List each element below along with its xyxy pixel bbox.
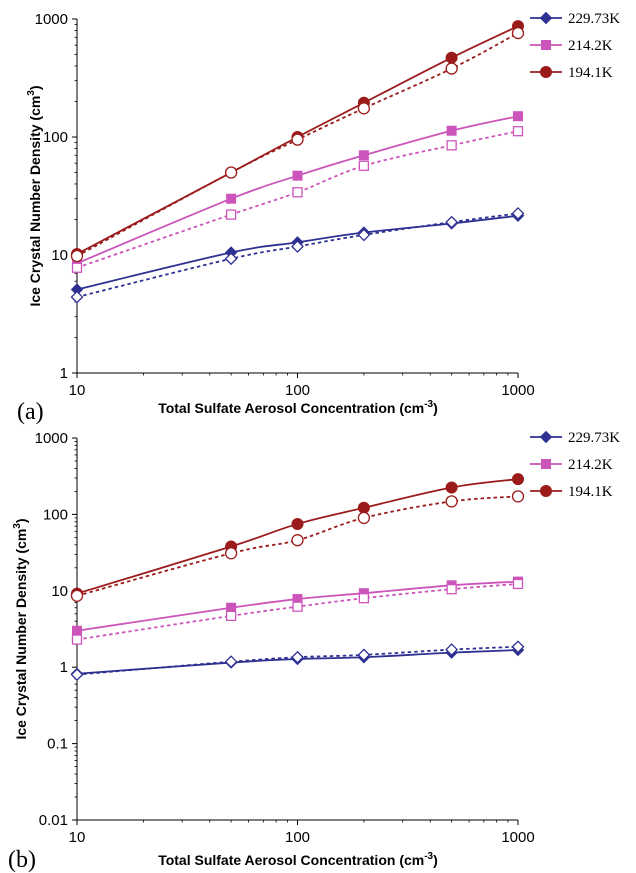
legend-label: 229.73K <box>568 430 620 446</box>
y-tick-label: 10 <box>51 583 68 600</box>
data-point <box>70 290 84 304</box>
data-point <box>70 668 84 682</box>
data-point <box>291 133 304 146</box>
series-line-5 <box>76 495 519 597</box>
legend-item: 229.73K <box>530 430 620 446</box>
data-point <box>511 26 525 40</box>
legend-label: 229.73K <box>568 11 620 27</box>
series-line-1 <box>76 645 519 676</box>
data-point <box>445 495 458 508</box>
data-point <box>291 517 304 530</box>
x-tick-label: 1000 <box>501 382 534 399</box>
data-point <box>358 160 370 171</box>
data-point <box>445 215 459 229</box>
data-point <box>291 534 304 547</box>
legend-marker <box>540 485 552 497</box>
data-point <box>224 547 238 560</box>
x-axis-title: Total Sulfate Aerosol Concentration (cm-… <box>158 851 438 868</box>
y-tick-label: 100 <box>43 129 68 146</box>
data-point <box>70 249 84 263</box>
data-point <box>357 228 371 242</box>
data-point <box>512 126 524 137</box>
y-tick-label: 0.1 <box>47 736 68 753</box>
data-point <box>224 252 238 266</box>
data-point <box>357 648 371 662</box>
legend-marker <box>541 459 551 469</box>
legend-label: 194.1K <box>568 65 613 81</box>
data-point <box>224 166 238 179</box>
x-tick-label: 10 <box>69 382 86 399</box>
legend-marker <box>541 40 551 50</box>
data-point <box>358 150 369 161</box>
data-point <box>357 501 370 514</box>
x-tick-label: 1000 <box>501 829 534 846</box>
data-point <box>446 125 457 136</box>
data-point <box>292 170 303 181</box>
data-point <box>511 490 525 503</box>
legend-marker <box>539 430 553 444</box>
legend-item: 194.1K <box>530 484 613 500</box>
series-line-3 <box>76 130 519 269</box>
x-tick-label: 10 <box>69 829 86 846</box>
x-tick-label: 100 <box>285 382 310 399</box>
data-point <box>291 240 304 253</box>
data-point <box>357 102 371 115</box>
y-tick-label: 1 <box>60 659 68 676</box>
data-point <box>445 643 459 657</box>
y-tick-label: 1000 <box>35 11 68 28</box>
data-point <box>445 481 458 494</box>
data-point <box>226 193 237 204</box>
data-point <box>511 207 525 220</box>
data-point <box>225 209 237 220</box>
y-tick-label: 0.01 <box>39 812 68 829</box>
series-line-1 <box>76 212 519 298</box>
y-tick-label: 100 <box>43 506 68 523</box>
data-point <box>513 111 523 122</box>
chart-panel-b: 0.01 0.1 1 10 100 1000 10 100 1000 229.73K 214.2K 1… <box>8 430 620 873</box>
data-point <box>70 589 84 602</box>
panel-label: (b) <box>8 847 36 873</box>
legend-label: 214.2K <box>568 457 613 473</box>
legend-item: 214.2K <box>530 38 613 54</box>
y-tick-label: 10 <box>51 247 68 264</box>
x-tick-label: 100 <box>285 829 310 846</box>
data-point <box>446 140 457 151</box>
y-tick-label: 1 <box>60 365 68 382</box>
y-axis-title: Ice Crystal Number Density (cm3) <box>26 85 43 306</box>
data-point <box>71 634 83 645</box>
data-point <box>511 640 525 654</box>
data-point <box>292 601 303 612</box>
y-tick-label: 1000 <box>35 430 68 447</box>
data-point <box>512 578 524 590</box>
legend-item: 214.2K <box>530 457 613 473</box>
data-point <box>72 625 82 636</box>
data-point <box>446 584 457 595</box>
data-point <box>292 187 303 198</box>
data-point <box>225 610 237 622</box>
x-axis-title: Total Sulfate Aerosol Concentration (cm-… <box>158 399 438 416</box>
legend-label: 194.1K <box>568 484 613 500</box>
data-point <box>291 650 304 664</box>
data-point <box>357 511 371 525</box>
legend-item: 229.73K <box>530 11 620 27</box>
legend-item: 194.1K <box>530 65 613 81</box>
data-point <box>512 473 524 486</box>
data-point <box>445 51 458 64</box>
panel-label: (a) <box>17 399 44 425</box>
legend-label: 214.2K <box>568 38 613 54</box>
data-point <box>224 655 238 669</box>
legend-marker <box>540 66 552 78</box>
data-point <box>445 62 458 75</box>
y-axis-title: Ice Crystal Number Density (cm3) <box>12 518 29 739</box>
legend-marker <box>539 11 553 25</box>
data-point <box>71 262 83 273</box>
data-point <box>358 593 370 604</box>
